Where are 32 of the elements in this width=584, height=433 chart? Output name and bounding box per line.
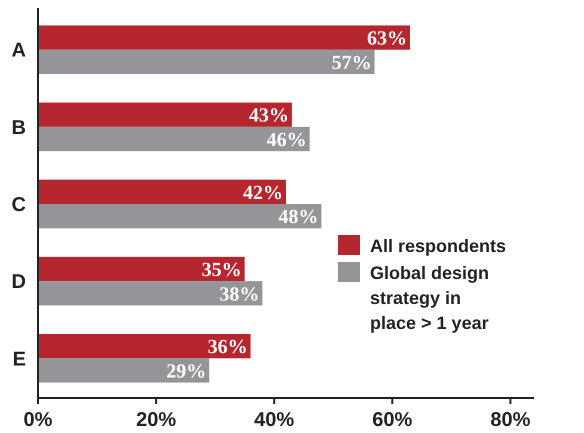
y-tick-label: C: [12, 194, 26, 216]
bar: [38, 50, 375, 74]
bar: [38, 358, 210, 383]
bar: [38, 334, 251, 358]
text: 43%: [248, 104, 289, 127]
legend-label: All respondents: [370, 236, 506, 256]
text: 38%: [219, 283, 260, 306]
x-tick-label: 40%: [254, 409, 294, 431]
bar: [38, 256, 245, 282]
y-tick-label: D: [12, 271, 26, 294]
bar: [38, 126, 310, 152]
x-tick-label: 0%: [24, 409, 53, 431]
x-tick-label: 20%: [136, 409, 176, 431]
bar: [38, 180, 286, 204]
text: 29%: [166, 360, 206, 382]
text: 63%: [367, 28, 407, 50]
y-tick-label: B: [12, 116, 26, 139]
text: 46%: [266, 129, 307, 152]
legend-label: Global design strategy in place > 1 year: [370, 263, 490, 333]
bar: [38, 281, 262, 306]
bar: [38, 25, 410, 50]
text: 57%: [332, 52, 372, 74]
text: 36%: [208, 336, 248, 358]
y-tick-label: A: [12, 40, 26, 62]
x-tick-label: 80%: [490, 409, 531, 431]
x-tick-label: 60%: [372, 409, 413, 431]
text: 48%: [278, 206, 318, 228]
text: 35%: [202, 258, 242, 281]
bar: [38, 204, 322, 228]
text: 42%: [243, 182, 283, 204]
bar: [38, 102, 292, 127]
y-tick-label: E: [12, 348, 26, 370]
